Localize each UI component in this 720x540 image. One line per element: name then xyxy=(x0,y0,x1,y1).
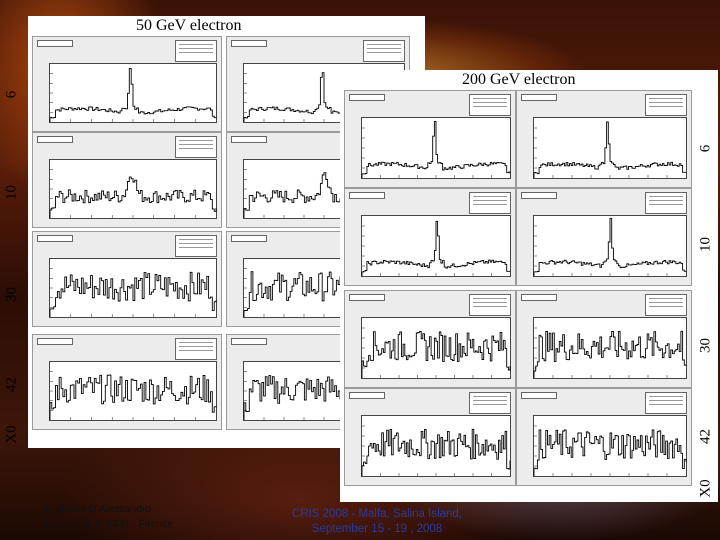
histogram-plot-area xyxy=(49,361,217,421)
row-label-right-6: 6 xyxy=(697,144,714,153)
histogram-svg xyxy=(533,217,687,276)
row-label-right-x0: X0 xyxy=(697,479,714,498)
histogram-200gev-row4-col1 xyxy=(344,388,516,486)
histogram-plot-area xyxy=(533,317,687,379)
row-label-right-10: 10 xyxy=(697,237,714,252)
histogram-plot-area xyxy=(361,415,511,477)
row-label-left-42: 42 xyxy=(3,377,20,392)
histogram-plot-area xyxy=(49,63,217,123)
footer-author: Raffaello D'Alessandro Università & INFN… xyxy=(45,502,173,532)
histogram-svg xyxy=(49,169,217,218)
histogram-trace xyxy=(361,220,511,276)
histogram-trace xyxy=(49,176,217,218)
histogram-svg xyxy=(49,268,217,317)
histogram-stats-box xyxy=(363,40,405,62)
histogram-title-box xyxy=(231,40,267,47)
row-label-right-42: 42 xyxy=(697,429,714,444)
histogram-trace xyxy=(533,121,687,178)
histogram-stats-box xyxy=(175,338,217,360)
histogram-title-box xyxy=(231,136,267,143)
histogram-200gev-row3-col2 xyxy=(516,290,692,388)
histogram-stats-box xyxy=(645,294,687,316)
histogram-stats-box xyxy=(645,192,687,214)
row-label-left-6: 6 xyxy=(3,90,20,99)
histogram-plot-area xyxy=(49,159,217,219)
histogram-plot-area xyxy=(533,215,687,277)
histogram-trace xyxy=(49,374,217,420)
histogram-title-box xyxy=(521,294,557,301)
row-label-left-x0: X0 xyxy=(3,425,20,444)
histogram-200gev-row1-col2 xyxy=(516,90,692,188)
histogram-title-box xyxy=(37,338,73,345)
histogram-plot-area xyxy=(361,117,511,179)
histogram-plot-area xyxy=(361,317,511,379)
histogram-trace xyxy=(533,330,687,378)
panel-title-50gev: 50 GeV electron xyxy=(136,17,242,34)
row-label-right-30: 30 xyxy=(697,338,714,353)
histogram-title-box xyxy=(349,392,385,399)
histogram-plot-area xyxy=(49,258,217,318)
histogram-title-box xyxy=(349,192,385,199)
histogram-title-box xyxy=(231,338,267,345)
histogram-title-box xyxy=(37,235,73,242)
histogram-svg xyxy=(361,425,511,476)
histogram-svg xyxy=(533,121,687,178)
histogram-stats-box xyxy=(175,136,217,158)
histogram-trace xyxy=(533,429,687,476)
footer-conference: CRIS 2008 - Malfa, Salina Island, Septem… xyxy=(282,507,472,537)
histogram-title-box xyxy=(349,94,385,101)
footer-author-name: Raffaello D'Alessandro xyxy=(45,503,152,515)
histogram-title-box xyxy=(521,392,557,399)
histogram-svg xyxy=(361,220,511,276)
histogram-trace xyxy=(361,121,511,178)
histogram-stats-box xyxy=(469,294,511,316)
histogram-svg xyxy=(361,121,511,178)
histogram-plot-area xyxy=(533,415,687,477)
histogram-svg xyxy=(361,327,511,378)
histogram-title-box xyxy=(521,94,557,101)
histogram-trace xyxy=(361,331,511,378)
histogram-50gev-row2-col1 xyxy=(32,132,222,228)
histogram-trace xyxy=(49,67,217,122)
histogram-title-box xyxy=(37,136,73,143)
histogram-trace xyxy=(361,428,511,476)
histogram-200gev-row4-col2 xyxy=(516,388,692,486)
histogram-plot-area xyxy=(533,117,687,179)
histogram-title-box xyxy=(349,294,385,301)
histogram-50gev-row3-col1 xyxy=(32,231,222,327)
histogram-svg xyxy=(49,371,217,420)
histogram-stats-box xyxy=(469,392,511,414)
histogram-stats-box xyxy=(469,192,511,214)
histogram-stats-box xyxy=(469,94,511,116)
footer-conference-line2: September 15 - 19 , 2008 xyxy=(311,523,443,535)
histogram-svg xyxy=(49,67,217,122)
row-label-left-30: 30 xyxy=(3,287,20,302)
histogram-50gev-row4-col1 xyxy=(32,334,222,430)
histogram-200gev-row1-col1 xyxy=(344,90,516,188)
histogram-200gev-row2-col2 xyxy=(516,188,692,286)
histogram-200gev-row3-col1 xyxy=(344,290,516,388)
panel-200gev-electron: 200 GeV electron xyxy=(340,70,718,502)
histogram-trace xyxy=(533,217,687,276)
histogram-trace xyxy=(49,271,217,317)
histogram-svg xyxy=(533,327,687,378)
histogram-title-box xyxy=(521,192,557,199)
page-number: 31 xyxy=(672,518,686,532)
panel-title-200gev: 200 GeV electron xyxy=(462,71,576,88)
footer-author-affiliation: Università & INFN - Firenze xyxy=(45,518,174,530)
histogram-50gev-row1-col1 xyxy=(32,36,222,132)
histogram-title-box xyxy=(37,40,73,47)
histogram-stats-box xyxy=(175,235,217,257)
histogram-stats-box xyxy=(645,392,687,414)
histogram-svg xyxy=(533,425,687,476)
histogram-title-box xyxy=(231,235,267,242)
histogram-stats-box xyxy=(645,94,687,116)
row-label-left-10: 10 xyxy=(3,185,20,200)
histogram-plot-area xyxy=(361,215,511,277)
histogram-200gev-row2-col1 xyxy=(344,188,516,286)
footer-conference-line1: CRIS 2008 - Malfa, Salina Island, xyxy=(291,508,463,520)
histogram-stats-box xyxy=(175,40,217,62)
